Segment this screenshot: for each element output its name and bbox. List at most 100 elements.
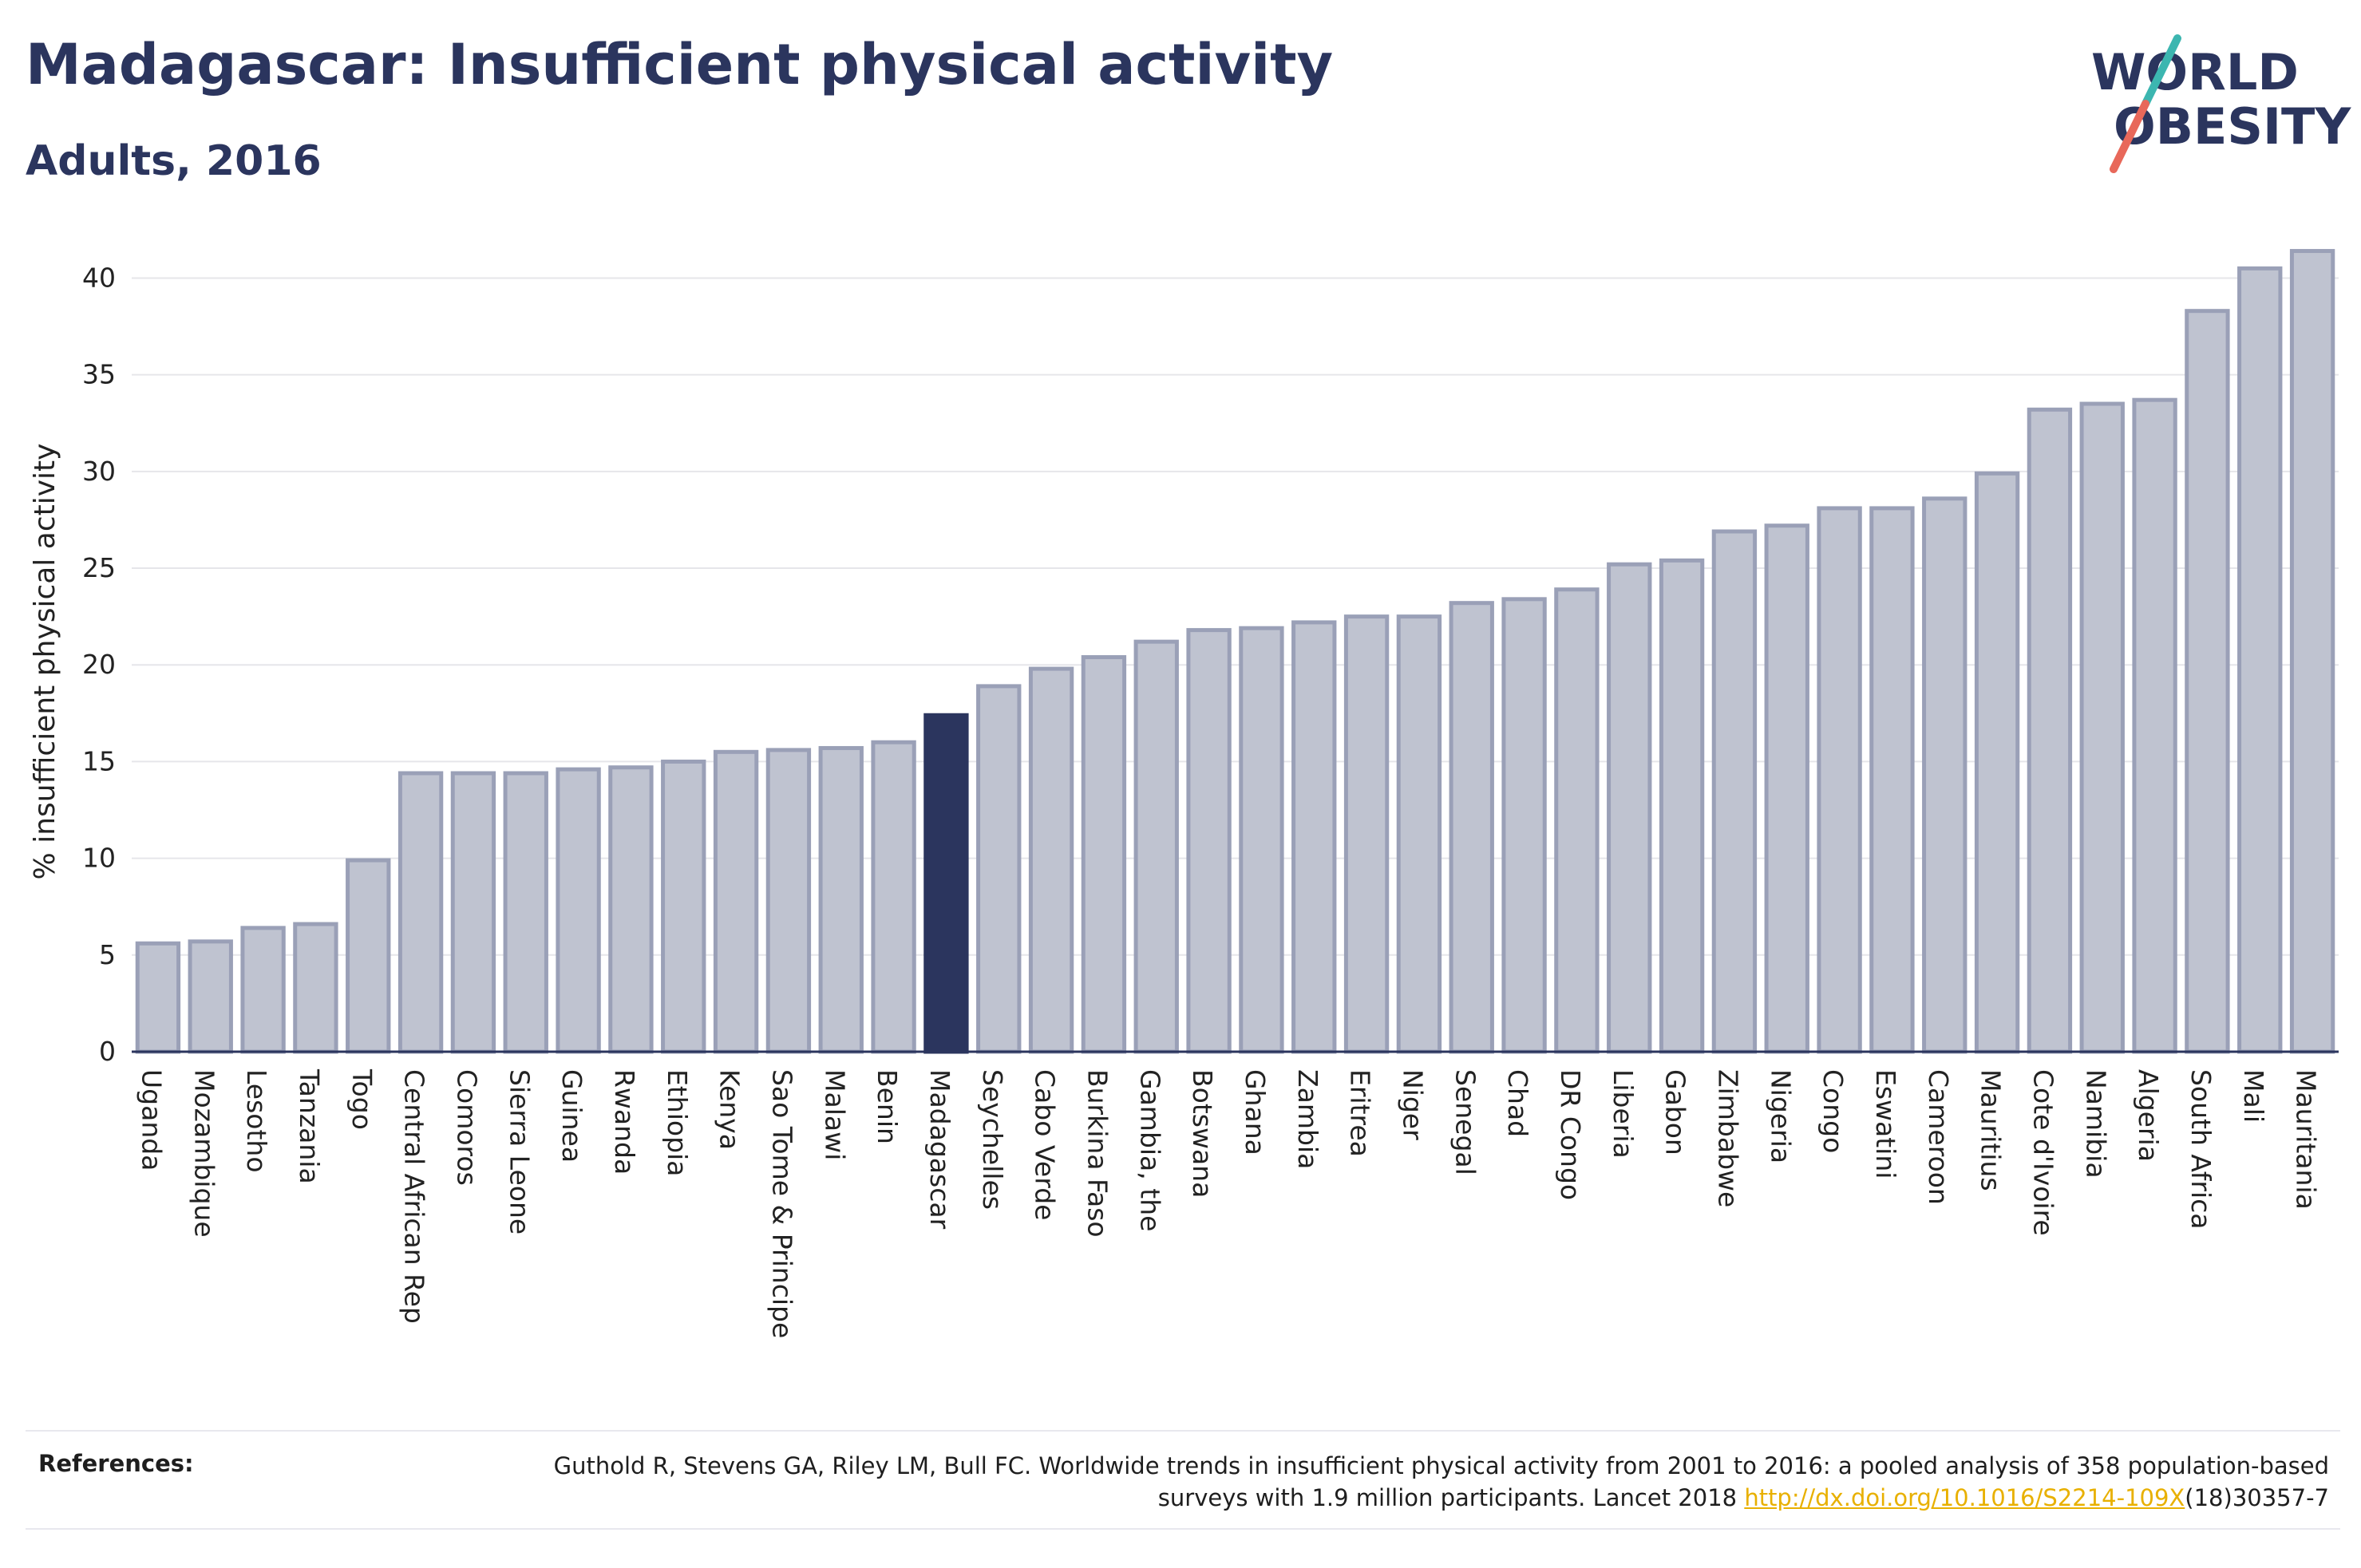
x-tick-label: Mozambique (188, 1069, 219, 1238)
bar (135, 941, 181, 1054)
reference-citation: Guthold R, Stevens GA, Riley LM, Bull FC… (553, 1452, 2329, 1511)
bar (293, 922, 338, 1054)
y-tick-label: 30 (82, 456, 116, 487)
bar (976, 684, 1022, 1054)
y-tick-label: 5 (99, 939, 116, 970)
x-tick-label: Sao Tome & Principe (766, 1069, 797, 1338)
bar (2289, 249, 2335, 1054)
x-tick-label: Algeria (2133, 1069, 2164, 1162)
x-tick-label: Malawi (819, 1069, 850, 1160)
references-label: References: (38, 1450, 194, 1477)
bar (2132, 397, 2177, 1054)
x-tick-label: Sierra Leone (504, 1069, 535, 1234)
bar (661, 759, 706, 1054)
bar (1659, 558, 1705, 1054)
x-tick-label: Tanzania (294, 1068, 325, 1184)
bar (765, 748, 812, 1054)
bar (2079, 401, 2125, 1054)
x-tick-label: Eritrea (1345, 1069, 1376, 1157)
bar (1554, 587, 1600, 1054)
x-tick-label: Eswatini (1870, 1069, 1901, 1179)
bar (1028, 666, 1074, 1054)
bar (188, 939, 233, 1054)
x-tick-label: Ghana (1240, 1069, 1271, 1155)
logo-slash-teal (2142, 34, 2181, 108)
x-tick-label: Guinea (556, 1069, 587, 1163)
x-tick-label: Comoros (451, 1069, 482, 1186)
x-tick-label: Kenya (714, 1069, 745, 1150)
x-tick-label: Seychelles (977, 1069, 1008, 1210)
y-tick-label: 25 (82, 552, 116, 583)
bar (871, 740, 916, 1054)
bar (1133, 639, 1179, 1054)
bar (1396, 614, 1442, 1054)
bar (1817, 506, 1862, 1054)
bar (1449, 601, 1494, 1054)
x-tick-label: Mauritania (2291, 1069, 2322, 1210)
x-tick-label: Congo (1817, 1069, 1849, 1153)
x-tick-label: Madagascar (924, 1069, 955, 1230)
bar (503, 771, 548, 1054)
x-tick-label: Nigeria (1765, 1069, 1796, 1163)
bar (2185, 309, 2230, 1054)
y-tick-label: 0 (99, 1036, 116, 1067)
x-tick-label: Gabon (1660, 1069, 1691, 1155)
bar (2027, 407, 2073, 1054)
y-tick-label: 10 (82, 843, 116, 874)
x-tick-label: Burkina Faso (1082, 1069, 1113, 1238)
chart-title: Madagascar: Insufficient physical activi… (26, 32, 1334, 97)
y-axis-label: % insufficient physical activity (29, 444, 61, 880)
x-tick-label: Senegal (1449, 1069, 1481, 1175)
x-tick-label: DR Congo (1555, 1069, 1586, 1200)
bar (818, 745, 864, 1054)
x-tick-label: Lesotho (241, 1069, 272, 1173)
bar (397, 771, 444, 1054)
x-tick-label: Namibia (2080, 1069, 2111, 1179)
bar (1974, 471, 2020, 1054)
y-tick-label: 35 (82, 359, 116, 390)
bar (1343, 614, 1390, 1054)
bar-highlight (923, 713, 969, 1054)
bar (556, 767, 601, 1054)
x-tick-label: Cameroon (1923, 1069, 1954, 1205)
y-tick-label: 20 (82, 649, 116, 680)
world-obesity-logo: WORLD OBESITY (2091, 34, 2351, 173)
x-tick-label: Cabo Verde (1030, 1069, 1061, 1220)
bar (346, 858, 391, 1054)
bars (135, 249, 2335, 1054)
logo-line1: WORLD (2091, 43, 2299, 101)
x-tick-label: Botswana (1187, 1069, 1218, 1198)
bar (1186, 628, 1232, 1054)
tick-labels: 0 5 10 15 20 25 30 35 40 Uganda Mozambique Lesotho T… (29, 262, 2322, 1338)
bar-chart: 0 5 10 15 20 25 30 35 40 Uganda Mozambique Lesotho T… (29, 249, 2339, 1338)
x-tick-label: Gambia, the (1134, 1069, 1165, 1231)
x-tick-label: Togo (346, 1068, 378, 1130)
x-tick-label: Ethiopia (662, 1069, 693, 1176)
x-tick-label: Uganda (136, 1069, 167, 1171)
x-tick-label: Zimbabwe (1712, 1069, 1743, 1207)
reference-citation-suffix: (18)30357-7 (2185, 1484, 2329, 1511)
x-tick-label: Cote d'Ivoire (2027, 1069, 2058, 1236)
chart-subtitle: Adults, 2016 (26, 137, 322, 185)
bar (1922, 496, 1968, 1054)
bar (1607, 562, 1652, 1054)
x-tick-label: Rwanda (609, 1069, 640, 1175)
references-divider-top (26, 1430, 2340, 1432)
bar (1869, 506, 1915, 1054)
bar (608, 765, 654, 1054)
x-tick-label: Zambia (1292, 1069, 1323, 1169)
bar (240, 926, 286, 1054)
references-divider-bottom (26, 1528, 2340, 1530)
bar (1081, 655, 1127, 1054)
bar (1711, 529, 1758, 1054)
y-tick-label: 40 (82, 262, 116, 293)
x-tick-label: Niger (1397, 1069, 1428, 1140)
bar (1291, 620, 1337, 1054)
x-tick-label: Mauritius (1975, 1069, 2007, 1191)
y-tick-label: 15 (82, 745, 116, 776)
references-text: Guthold R, Stevens GA, Riley LM, Bull FC… (493, 1450, 2329, 1514)
bar (450, 771, 496, 1054)
x-tick-label: Central African Rep (399, 1069, 430, 1324)
bar (713, 749, 759, 1054)
reference-doi-link[interactable]: http://dx.doi.org/10.1016/S2214-109X (1744, 1484, 2185, 1511)
